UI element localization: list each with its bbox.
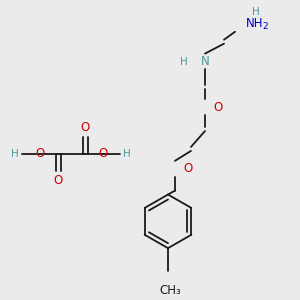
Text: N: N xyxy=(201,55,209,68)
Text: H: H xyxy=(11,149,19,159)
Text: O: O xyxy=(98,147,108,161)
Text: NH: NH xyxy=(246,17,263,30)
Text: H: H xyxy=(123,149,131,159)
Text: CH₃: CH₃ xyxy=(159,284,181,297)
Text: H: H xyxy=(252,7,260,17)
Text: O: O xyxy=(35,147,45,161)
Text: O: O xyxy=(183,162,192,175)
Text: O: O xyxy=(80,121,90,134)
Text: 2: 2 xyxy=(262,22,268,31)
Text: O: O xyxy=(53,174,63,187)
Text: H: H xyxy=(180,56,188,67)
Text: O: O xyxy=(213,101,222,114)
